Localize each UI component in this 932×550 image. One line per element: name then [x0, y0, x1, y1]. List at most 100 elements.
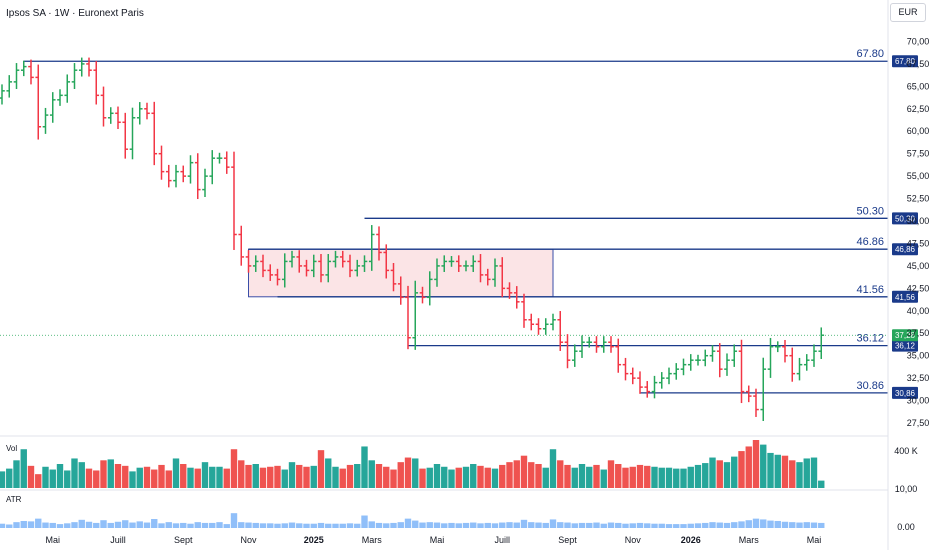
price-bar — [252, 255, 259, 272]
atr-bar — [564, 522, 571, 528]
price-bar — [274, 268, 281, 286]
atr-bar — [636, 522, 644, 528]
atr-bar — [230, 513, 238, 528]
y-tick-label: 27,50 — [907, 418, 930, 428]
price-bar — [368, 225, 375, 271]
level-price-tag-bg — [892, 243, 918, 256]
price-bar — [332, 250, 339, 268]
price-bar — [455, 255, 462, 272]
volume-bar — [259, 467, 267, 488]
atr-bar — [122, 520, 129, 528]
volume-bar — [687, 466, 694, 488]
y-tick-label: 52,50 — [907, 194, 930, 204]
volume-tick-label: 400 K — [894, 446, 918, 456]
atr-bar — [303, 523, 310, 528]
y-tick-label: 40,00 — [907, 306, 930, 316]
atr-bar — [201, 522, 209, 528]
volume-bar — [781, 455, 789, 488]
atr-bar — [426, 522, 433, 528]
atr-bar — [296, 523, 303, 528]
atr-bar — [629, 523, 636, 528]
x-tick-label: Nov — [625, 535, 642, 545]
volume-bar — [810, 457, 818, 488]
volume-bar — [615, 464, 622, 488]
volume-bar — [535, 464, 542, 488]
volume-bar — [600, 469, 607, 488]
price-bar — [644, 381, 651, 398]
price-bar — [753, 388, 759, 417]
volume-bar — [528, 462, 535, 488]
price-bar — [586, 336, 593, 348]
y-tick-label: 60,00 — [907, 126, 930, 136]
atr-bar — [397, 522, 404, 528]
price-bar — [593, 336, 600, 353]
price-bar — [550, 313, 556, 331]
atr-bar — [542, 522, 549, 528]
price-bar — [325, 254, 332, 283]
volume-bar — [158, 464, 165, 488]
price-bar — [187, 155, 194, 184]
atr-bar — [252, 522, 259, 528]
price-bar — [608, 336, 614, 353]
atr-bar — [760, 519, 767, 528]
volume-bar — [818, 480, 825, 488]
price-bar — [571, 344, 578, 367]
volume-bar — [419, 468, 426, 488]
price-bar — [448, 256, 455, 267]
volume-bar — [760, 444, 767, 488]
atr-pane-label: ATR — [6, 495, 22, 504]
atr-bar — [107, 522, 114, 528]
volume-bar — [658, 467, 665, 488]
volume-bar — [629, 466, 636, 488]
volume-pane-label: Vol — [6, 444, 17, 453]
levels-layer: 67.80 67,80 50.30 50,30 46.86 46,86 41.56 41,56… — [0, 48, 918, 399]
price-bar — [702, 349, 709, 367]
y-tick-label: 70,00 — [907, 36, 930, 46]
price-bar — [528, 313, 535, 331]
price-bar — [144, 102, 150, 120]
atr-bar — [238, 522, 245, 528]
atr-bar — [810, 522, 818, 528]
price-bar — [673, 363, 680, 380]
price-bar — [296, 250, 303, 273]
atr-bar — [93, 522, 100, 528]
currency-selector[interactable]: EUR — [890, 3, 926, 22]
volume-bar — [346, 464, 354, 488]
volume-bar — [129, 471, 136, 488]
volume-bar — [499, 464, 506, 488]
price-bar — [158, 145, 165, 180]
price-bar — [796, 357, 803, 381]
atr-bar — [499, 522, 506, 528]
volume-bar — [216, 466, 223, 488]
price-bar — [615, 338, 622, 373]
price-bar — [695, 354, 701, 366]
y-tick-label: 30,00 — [907, 396, 930, 406]
volume-bar — [368, 460, 375, 488]
y-tick-label: 67,50 — [907, 59, 930, 69]
atr-bar — [593, 522, 600, 528]
atr-bar — [796, 522, 803, 528]
atr-bar — [462, 522, 470, 528]
atr-bar — [665, 524, 673, 528]
atr-bar — [673, 524, 680, 528]
price-bar — [238, 225, 245, 266]
volume-bar — [412, 458, 419, 488]
price-bar — [13, 63, 20, 90]
atr-bar — [13, 522, 20, 528]
price-bar — [687, 354, 694, 371]
price-bar — [78, 57, 85, 77]
volume-bar — [426, 467, 433, 488]
x-tick-label: 2025 — [304, 535, 324, 545]
volume-bar — [593, 464, 600, 488]
volume-bar — [803, 458, 810, 488]
volume-bar — [151, 469, 158, 488]
price-bar — [6, 75, 13, 98]
price-bar — [412, 280, 419, 350]
price-bar — [281, 253, 288, 288]
level-price-tag-bg — [892, 290, 918, 303]
atr-bar — [622, 523, 629, 528]
atr-tick-bottom: 0.00 — [897, 522, 915, 532]
volume-bar — [397, 462, 404, 488]
volume-bar — [93, 470, 100, 488]
